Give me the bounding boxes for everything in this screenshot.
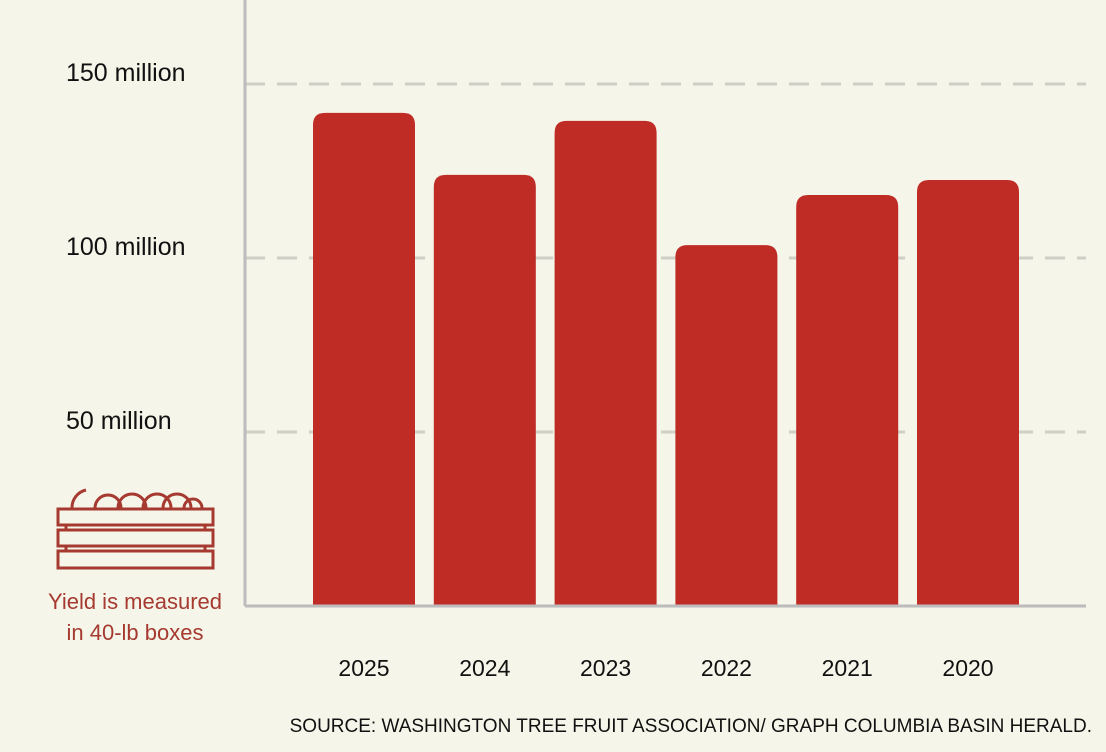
unit-note: Yield is measured in 40-lb boxes bbox=[47, 589, 223, 645]
source-credit: SOURCE: WASHINGTON TREE FRUIT ASSOCIATIO… bbox=[289, 716, 1092, 737]
x-tick-label: 2023 bbox=[580, 655, 631, 681]
x-tick-label: 2022 bbox=[701, 655, 752, 681]
apple-crate-icon bbox=[56, 488, 215, 570]
bar-2023 bbox=[554, 120, 657, 606]
x-tick-label: 2021 bbox=[822, 655, 873, 681]
bar-2020 bbox=[917, 180, 1019, 606]
y-tick-label: 150 million bbox=[66, 59, 186, 87]
bar-2025 bbox=[313, 112, 415, 606]
x-tick-label: 2020 bbox=[942, 655, 993, 681]
bar-2022 bbox=[675, 245, 778, 606]
bar-2024 bbox=[433, 174, 536, 606]
bar-2021 bbox=[796, 195, 899, 606]
y-tick-label: 100 million bbox=[66, 233, 186, 261]
y-tick-label: 50 million bbox=[66, 407, 172, 435]
x-tick-label: 2024 bbox=[459, 655, 510, 681]
x-tick-label: 2025 bbox=[338, 655, 389, 681]
